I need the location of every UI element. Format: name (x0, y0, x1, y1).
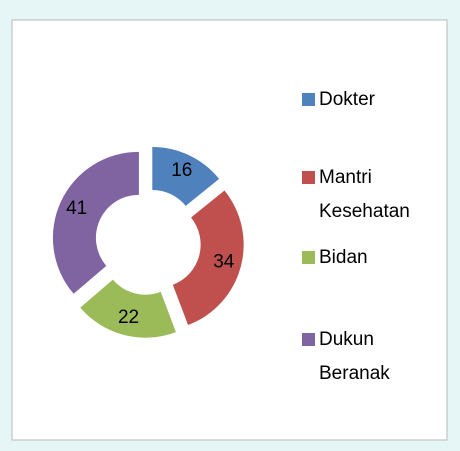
legend-swatch (302, 333, 315, 346)
donut-slice (80, 279, 176, 338)
data-label: 41 (66, 198, 87, 219)
donut-slice (52, 151, 139, 294)
legend-label: Dokter (319, 89, 376, 110)
legend-label: Mantri Kesehatan (319, 167, 410, 222)
legend-line: Mantri (319, 167, 377, 188)
legend-line: Kesehatan (319, 201, 410, 222)
legend-line: Beranak (319, 363, 390, 384)
legend-label: Bidan (319, 247, 368, 268)
legend-label: Dukun Beranak (319, 329, 390, 384)
donut-slice (152, 146, 220, 206)
legend-line: Dukun (319, 329, 379, 350)
legend-swatch (302, 93, 315, 106)
legend-swatch (302, 171, 315, 184)
legend-swatch (302, 251, 315, 264)
data-label: 16 (171, 160, 192, 181)
data-label: 22 (118, 307, 139, 328)
donut-slice (172, 190, 244, 326)
data-label: 34 (213, 252, 235, 273)
